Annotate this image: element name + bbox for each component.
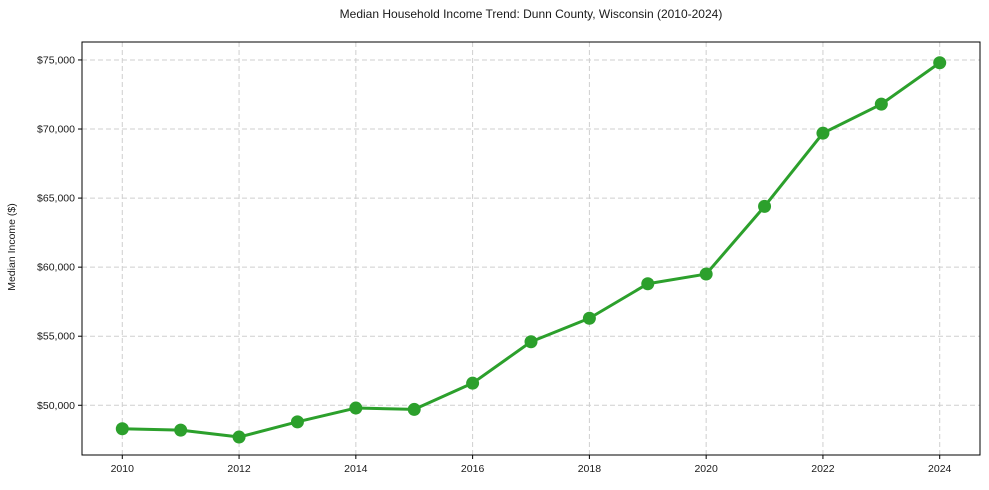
data-point — [699, 267, 713, 281]
x-tick-label: 2022 — [811, 463, 835, 475]
data-point — [115, 422, 129, 436]
x-tick-label: 2010 — [111, 463, 135, 475]
data-point — [232, 430, 246, 444]
data-point — [524, 335, 538, 349]
x-tick-label: 2018 — [578, 463, 602, 475]
x-tick-label: 2020 — [694, 463, 718, 475]
data-point — [816, 126, 830, 140]
y-tick-label: $70,000 — [37, 124, 75, 136]
data-point — [641, 277, 655, 291]
y-tick-label: $60,000 — [37, 262, 75, 274]
x-tick-label: 2012 — [227, 463, 251, 475]
data-point — [407, 402, 421, 416]
plot-border — [81, 41, 981, 456]
chart-title: Median Household Income Trend: Dunn Coun… — [339, 7, 723, 21]
data-point — [874, 97, 888, 111]
trend-line — [120, 61, 942, 439]
y-tick-label: $65,000 — [37, 193, 75, 205]
y-tick-label: $50,000 — [37, 400, 75, 412]
data-point — [174, 423, 188, 437]
y-tick-label: $75,000 — [37, 54, 75, 66]
data-point — [933, 56, 947, 70]
y-tick-label: $55,000 — [37, 331, 75, 343]
data-point — [582, 311, 596, 325]
data-point — [466, 376, 480, 390]
data-point — [349, 401, 363, 415]
x-tick-label: 2024 — [928, 463, 952, 475]
data-point — [290, 415, 304, 429]
data-point — [758, 199, 772, 213]
x-tick-label: 2014 — [344, 463, 368, 475]
x-tick-label: 2016 — [461, 463, 485, 475]
